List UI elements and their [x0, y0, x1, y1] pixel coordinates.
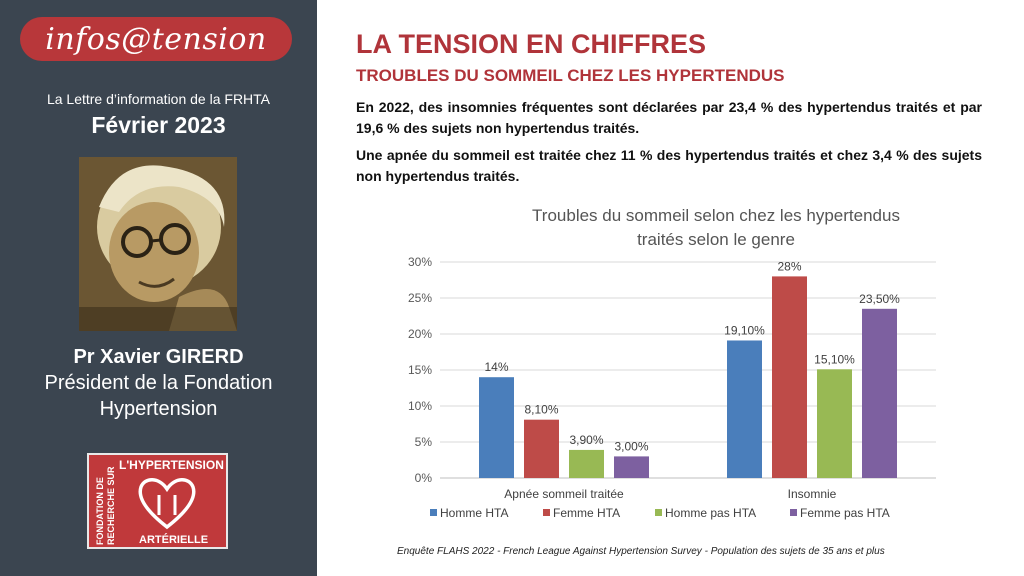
legend-label: Homme pas HTA — [665, 506, 756, 520]
issue-date: Février 2023 — [91, 112, 226, 138]
newsletter-label: La Lettre d’information de la FRHTA — [46, 91, 271, 107]
heart-icon — [138, 478, 196, 530]
foundation-logo-graphic: FONDATION DE RECHERCHE SUR L'HYPERTENSIO… — [95, 458, 224, 546]
bar — [524, 419, 559, 478]
foundation-top-text: L'HYPERTENSION — [119, 458, 224, 472]
author-name: Pr Xavier GIRERD — [73, 346, 244, 368]
bar — [727, 340, 762, 478]
foundation-vertical-line2: RECHERCHE SUR — [106, 466, 116, 545]
sleep-disorders-chart: Troubles du sommeil selon chez les hyper… — [408, 206, 936, 520]
bar — [817, 369, 852, 478]
y-tick-label: 0% — [415, 471, 433, 485]
logo-text: infos@tension — [45, 21, 267, 57]
foundation-logo: FONDATION DE RECHERCHE SUR L'HYPERTENSIO… — [87, 453, 228, 549]
foundation-bottom-text: ARTÉRIELLE — [139, 533, 208, 546]
bar-value-label: 15,10% — [814, 352, 855, 366]
bar — [569, 449, 604, 478]
chart-gridlines — [440, 261, 936, 479]
x-category-label: Insomnie — [788, 487, 837, 501]
legend-label: Femme HTA — [553, 506, 620, 520]
intro-paragraph-insomnia: En 2022, des insomnies fréquentes sont d… — [356, 99, 982, 136]
legend-swatch — [543, 509, 550, 516]
y-tick-label: 20% — [408, 327, 432, 341]
y-tick-label: 30% — [408, 255, 432, 269]
y-tick-label: 15% — [408, 363, 432, 377]
bar-value-label: 3,00% — [614, 439, 648, 453]
bar-value-label: 8,10% — [524, 403, 558, 417]
infos-tension-logo: infos@tension — [20, 17, 292, 61]
sidebar: infos@tension La Lettre d’information de… — [0, 0, 317, 576]
legend-label: Femme pas HTA — [800, 506, 890, 520]
x-category-label: Apnée sommeil traitée — [504, 487, 624, 501]
chart-axes: 0% 5% 10% 15% 20% 25% 30% Apnée sommeil traitée… — [408, 255, 837, 501]
page-title: LA TENSION EN CHIFFRES — [356, 29, 707, 59]
intro-paragraph-apnea: Une apnée du sommeil est traitée chez 11… — [356, 147, 982, 184]
chart-data-labels: 14% 8,10% 3,90% 3,00% 19,10% 28% 15,10% 23,50% — [484, 259, 900, 453]
legend-label: Homme HTA — [440, 506, 508, 520]
bar-value-label: 14% — [484, 360, 508, 374]
chart-title-line2: traités selon le genre — [637, 230, 795, 249]
bar — [614, 456, 649, 478]
y-tick-label: 25% — [408, 291, 432, 305]
bar-value-label: 23,50% — [859, 292, 900, 306]
bar — [479, 377, 514, 478]
y-tick-label: 10% — [408, 399, 432, 413]
page-subtitle: TROUBLES DU SOMMEIL CHEZ LES HYPERTENDUS — [356, 66, 785, 85]
bar — [772, 276, 807, 478]
survey-footnote: Enquête FLAHS 2022 - French League Again… — [397, 546, 885, 557]
foundation-vertical-line1: FONDATION DE — [95, 477, 105, 545]
bar-value-label: 28% — [777, 259, 801, 273]
bar — [862, 308, 897, 478]
bar-value-label: 3,90% — [569, 433, 603, 447]
y-tick-label: 5% — [415, 435, 433, 449]
author-role-line2: Hypertension — [99, 398, 218, 420]
chart-bars — [479, 276, 897, 478]
chart-title-line1: Troubles du sommeil selon chez les hyper… — [532, 206, 900, 225]
author-role-line1: Président de la Fondation — [44, 372, 273, 394]
author-portrait — [79, 157, 237, 331]
legend-swatch — [655, 509, 662, 516]
portrait-image — [79, 157, 237, 331]
chart-legend: Homme HTA Femme HTA Homme pas HTA Femme pas… — [430, 506, 890, 520]
legend-swatch — [790, 509, 797, 516]
bar-value-label: 19,10% — [724, 323, 765, 337]
legend-swatch — [430, 509, 437, 516]
